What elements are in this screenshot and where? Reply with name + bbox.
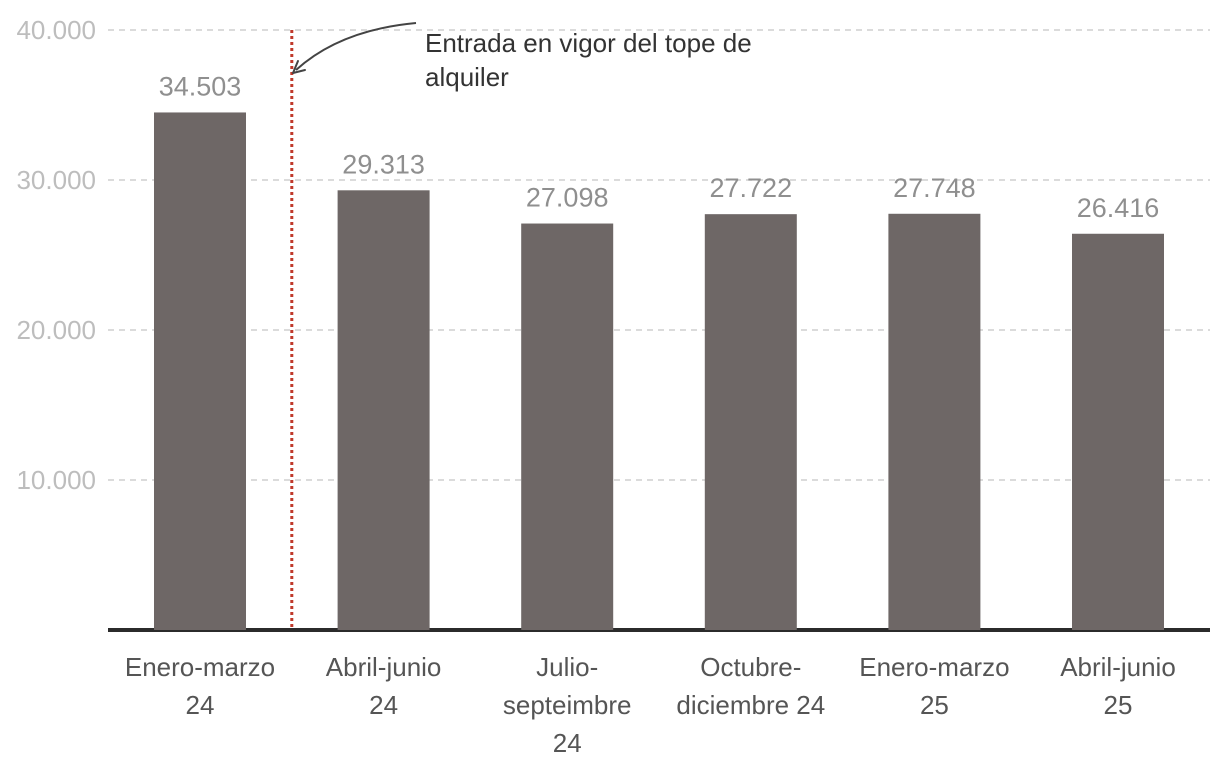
- bar: [704, 214, 797, 631]
- bar: [154, 112, 246, 630]
- data-label: 27.098: [526, 183, 609, 213]
- data-label: 27.748: [893, 173, 976, 203]
- grid-layer: [108, 29, 1210, 632]
- bar: [888, 213, 981, 630]
- data-label: 29.313: [342, 149, 425, 179]
- bar: [521, 223, 614, 630]
- x-tick-label: Abril-junio 24: [326, 652, 442, 720]
- y-tick-label: 10.000: [16, 465, 96, 495]
- data-label: 26.416: [1077, 193, 1160, 223]
- x-tick-label: Octubre-diciembre 24: [676, 652, 825, 720]
- data-label: 34.503: [159, 71, 242, 101]
- annotation-arrowhead: [292, 60, 306, 74]
- y-tick-label: 40.000: [16, 15, 96, 45]
- y-tick-label: 30.000: [16, 165, 96, 195]
- annotation-marker-layer: [290, 22, 417, 630]
- x-tick-label: Julio-septeimbre 24: [503, 652, 632, 758]
- annotation-arrow: [295, 22, 417, 71]
- bar: [337, 190, 430, 630]
- bars-layer: [154, 112, 1164, 631]
- x-tick-label: Enero-marzo 24: [125, 652, 275, 720]
- y-tick-label: 20.000: [16, 315, 96, 345]
- annotation-text: Entrada en vigor del tope de alquiler: [425, 28, 752, 92]
- data-label: 27.722: [710, 173, 793, 203]
- labels-layer: 10.000 20.000 30.000 40.000 34.503 29.313 27.0…: [16, 15, 1175, 758]
- bar: [1072, 233, 1164, 630]
- x-tick-label: Abril-junio 25: [1060, 652, 1176, 720]
- x-tick-label: Enero-marzo 25: [859, 652, 1009, 720]
